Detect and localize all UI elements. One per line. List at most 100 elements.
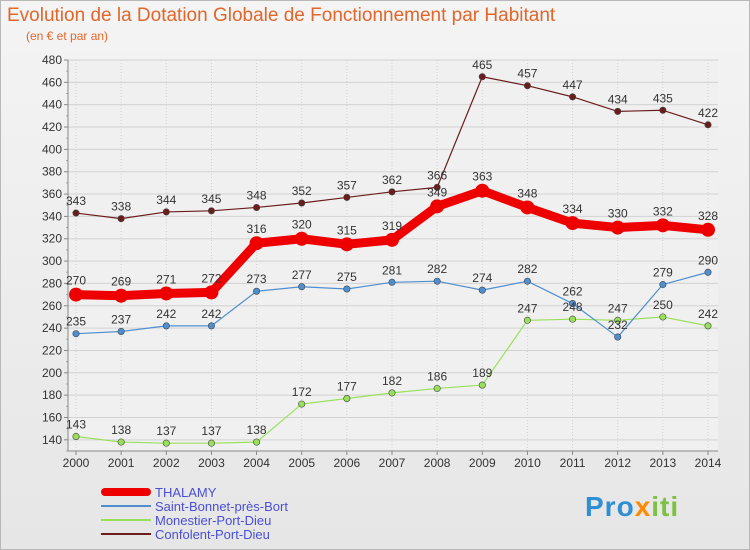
data-label-thalamy: 363 bbox=[472, 170, 492, 184]
data-point-thalamy bbox=[701, 222, 715, 237]
data-point-monestier-port-dieu bbox=[72, 432, 80, 440]
y-tick-label: 480 bbox=[42, 53, 62, 67]
x-tick-label: 2014 bbox=[695, 456, 722, 470]
data-label-confolent-port-dieu: 366 bbox=[427, 168, 447, 182]
data-point-confolent-port-dieu bbox=[253, 203, 261, 211]
data-label-thalamy: 320 bbox=[292, 218, 312, 232]
x-tick-label: 2009 bbox=[469, 456, 496, 470]
legend-item-monestier: Monestier-Port-Dieu bbox=[101, 513, 288, 528]
proxiti-logo: Proxiti bbox=[585, 491, 680, 522]
data-point-saint-bonnet-pr-s-bort bbox=[523, 277, 531, 285]
data-label-thalamy: 332 bbox=[653, 204, 673, 218]
data-point-saint-bonnet-pr-s-bort bbox=[207, 322, 215, 330]
chart-title: Evolution de la Dotation Globale de Fonc… bbox=[7, 5, 556, 26]
y-tick-label: 240 bbox=[42, 321, 62, 335]
x-tick-label: 2010 bbox=[514, 456, 541, 470]
legend-label: Saint-Bonnet-près-Bort bbox=[155, 498, 288, 514]
data-point-monestier-port-dieu bbox=[523, 316, 531, 324]
data-label-monestier-port-dieu: 143 bbox=[66, 417, 86, 431]
data-point-confolent-port-dieu bbox=[343, 193, 351, 201]
legend-item-confolent: Confolent-Port-Dieu bbox=[101, 526, 288, 542]
data-point-monestier-port-dieu bbox=[253, 438, 261, 446]
data-label-saint-bonnet-pr-s-bort: 277 bbox=[292, 268, 312, 282]
data-labels: 343 338 344 345 348 352 357 362 366 465 457 447 434 4… bbox=[66, 58, 718, 438]
series-layer bbox=[69, 73, 715, 447]
data-label-monestier-port-dieu: 250 bbox=[653, 298, 673, 312]
data-point-confolent-port-dieu bbox=[523, 82, 531, 90]
data-point-thalamy bbox=[430, 199, 445, 214]
data-point-thalamy bbox=[159, 286, 174, 301]
data-point-confolent-port-dieu bbox=[72, 209, 80, 217]
data-label-saint-bonnet-pr-s-bort: 290 bbox=[698, 253, 718, 267]
data-point-confolent-port-dieu bbox=[388, 188, 396, 196]
data-label-monestier-port-dieu: 248 bbox=[563, 300, 583, 314]
x-tick-label: 2007 bbox=[379, 456, 406, 470]
legend-swatch bbox=[101, 488, 151, 496]
legend-swatch bbox=[101, 505, 151, 507]
x-tick-label: 2012 bbox=[604, 456, 631, 470]
data-point-confolent-port-dieu bbox=[298, 199, 306, 207]
data-point-saint-bonnet-pr-s-bort bbox=[478, 286, 486, 294]
data-label-monestier-port-dieu: 247 bbox=[608, 301, 628, 315]
data-point-monestier-port-dieu bbox=[704, 322, 712, 330]
data-label-confolent-port-dieu: 338 bbox=[111, 200, 131, 214]
legend-swatch bbox=[101, 519, 151, 521]
y-tick-label: 420 bbox=[42, 120, 62, 134]
data-point-confolent-port-dieu bbox=[569, 93, 577, 101]
data-label-thalamy: 272 bbox=[201, 271, 221, 285]
y-tick-label: 380 bbox=[42, 165, 62, 179]
data-label-saint-bonnet-pr-s-bort: 282 bbox=[517, 262, 537, 276]
data-label-confolent-port-dieu: 345 bbox=[201, 192, 221, 206]
legend-item-saint-bonnet: Saint-Bonnet-près-Bort bbox=[101, 498, 288, 514]
data-label-saint-bonnet-pr-s-bort: 275 bbox=[337, 270, 357, 284]
data-label-confolent-port-dieu: 344 bbox=[156, 193, 176, 207]
data-label-thalamy: 319 bbox=[382, 219, 402, 233]
data-point-confolent-port-dieu bbox=[704, 121, 712, 129]
data-label-saint-bonnet-pr-s-bort: 282 bbox=[427, 262, 447, 276]
x-tick-label: 2004 bbox=[243, 456, 270, 470]
data-label-monestier-port-dieu: 138 bbox=[247, 423, 267, 437]
data-label-saint-bonnet-pr-s-bort: 235 bbox=[66, 315, 86, 329]
data-label-confolent-port-dieu: 447 bbox=[563, 78, 583, 92]
data-label-thalamy: 315 bbox=[337, 223, 357, 237]
data-label-monestier-port-dieu: 242 bbox=[698, 307, 718, 321]
data-label-thalamy: 330 bbox=[608, 207, 628, 221]
data-label-thalamy: 316 bbox=[247, 222, 267, 236]
data-label-monestier-port-dieu: 247 bbox=[517, 301, 537, 315]
y-tick-label: 360 bbox=[42, 187, 62, 201]
data-label-monestier-port-dieu: 137 bbox=[156, 424, 176, 438]
data-point-saint-bonnet-pr-s-bort bbox=[343, 285, 351, 293]
data-point-saint-bonnet-pr-s-bort bbox=[659, 281, 667, 289]
data-label-confolent-port-dieu: 457 bbox=[517, 67, 537, 81]
data-point-saint-bonnet-pr-s-bort bbox=[433, 277, 441, 285]
data-label-thalamy: 270 bbox=[66, 274, 86, 288]
data-point-monestier-port-dieu bbox=[614, 316, 622, 324]
data-point-confolent-port-dieu bbox=[117, 215, 125, 223]
data-label-monestier-port-dieu: 186 bbox=[427, 369, 447, 383]
data-point-thalamy bbox=[114, 288, 129, 303]
x-tick-label: 2003 bbox=[198, 456, 225, 470]
data-label-saint-bonnet-pr-s-bort: 281 bbox=[382, 263, 402, 277]
data-label-thalamy: 334 bbox=[563, 202, 583, 216]
data-label-saint-bonnet-pr-s-bort: 242 bbox=[201, 307, 221, 321]
data-point-confolent-port-dieu bbox=[659, 106, 667, 114]
data-label-thalamy: 348 bbox=[517, 186, 537, 200]
x-tick-label: 2002 bbox=[153, 456, 180, 470]
y-tick-label: 280 bbox=[42, 276, 62, 290]
data-point-confolent-port-dieu bbox=[162, 208, 170, 216]
legend-label: Confolent-Port-Dieu bbox=[155, 526, 270, 542]
data-point-thalamy bbox=[565, 216, 580, 231]
data-label-confolent-port-dieu: 422 bbox=[698, 106, 718, 120]
data-point-saint-bonnet-pr-s-bort bbox=[117, 327, 125, 335]
data-point-confolent-port-dieu bbox=[433, 183, 441, 191]
data-point-monestier-port-dieu bbox=[207, 439, 215, 447]
x-tick-label: 2005 bbox=[288, 456, 315, 470]
y-tick-label: 220 bbox=[42, 343, 62, 357]
data-label-thalamy: 269 bbox=[111, 275, 131, 289]
x-tick-label: 2008 bbox=[424, 456, 451, 470]
data-point-monestier-port-dieu bbox=[343, 394, 351, 402]
data-point-thalamy bbox=[475, 183, 490, 198]
y-tick-label: 440 bbox=[42, 98, 62, 112]
